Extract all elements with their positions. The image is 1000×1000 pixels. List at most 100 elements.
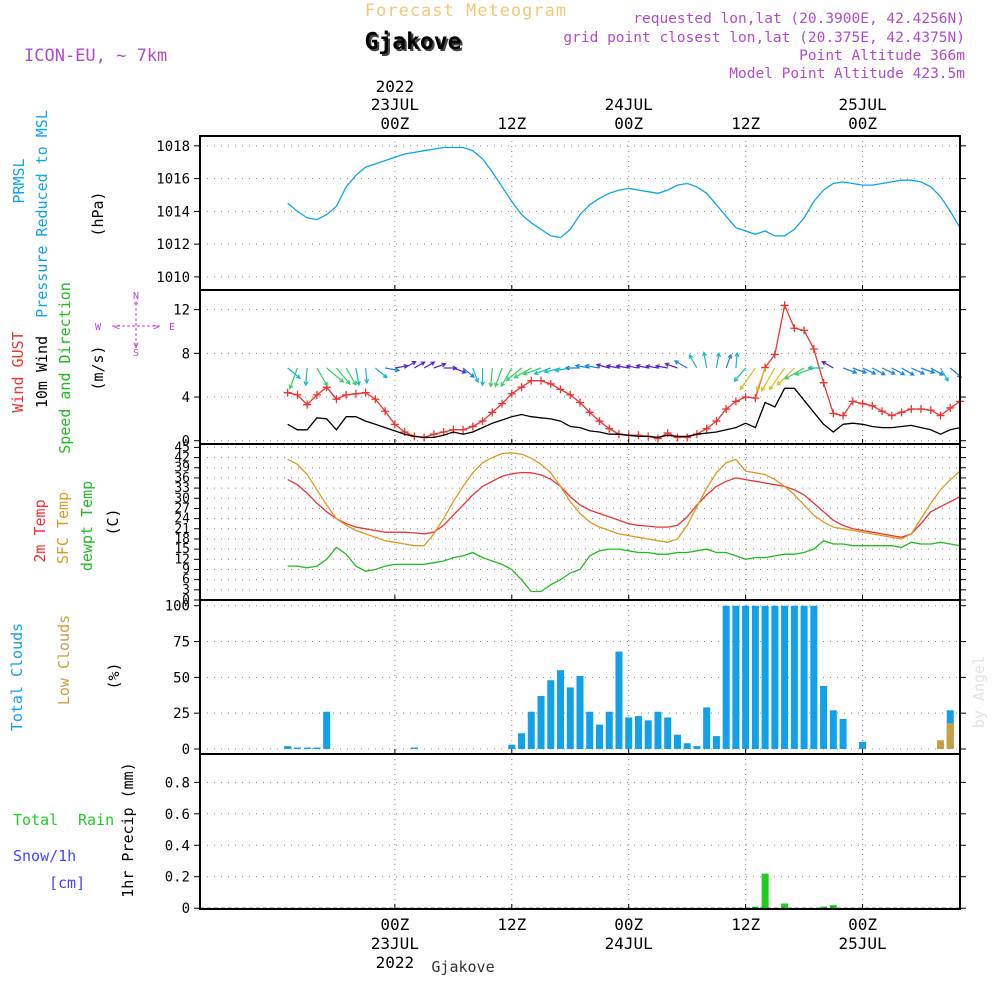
- bar-total-clouds: [284, 746, 292, 749]
- y-tick-label: 1012: [156, 237, 190, 253]
- wind-arrow-icon: [755, 367, 766, 392]
- bar-total-clouds: [781, 605, 789, 749]
- bar-total-clouds: [859, 741, 867, 749]
- gust-marker: [673, 433, 682, 442]
- panel-frame: [199, 443, 961, 601]
- wind-arrow-icon: [287, 367, 301, 380]
- bar-rain: [829, 905, 837, 909]
- gust-marker: [741, 393, 750, 402]
- rain-label: Rain: [78, 811, 114, 829]
- wind-arrow-icon: [385, 367, 401, 373]
- svg-text:>: >: [153, 322, 159, 333]
- wind-arrow-icon: [715, 351, 721, 369]
- y-tick-label: 15: [174, 542, 190, 557]
- gust-marker: [731, 397, 740, 406]
- bar-total-clouds: [810, 605, 818, 749]
- plot-series: [283, 146, 964, 909]
- wind-arrow-icon: [303, 367, 309, 387]
- wind-arrow-icon: [635, 363, 649, 369]
- wind-arrow-icon: [939, 367, 949, 383]
- wind-arrow-icon: [891, 367, 906, 376]
- y-tick-label: 1010: [156, 270, 190, 286]
- wind-arrow-icon: [288, 367, 298, 390]
- bottom-tick-label: 00Z: [848, 915, 877, 934]
- bar-total-clouds: [303, 747, 311, 749]
- y-tick-label: 8: [182, 346, 190, 362]
- wind-arrow-icon: [761, 367, 776, 392]
- wind-arrow-icon: [734, 351, 740, 369]
- gust-marker: [722, 405, 731, 414]
- wind-arrow-icon: [364, 367, 370, 385]
- gust-marker: [527, 376, 536, 385]
- gust-marker: [283, 388, 292, 397]
- gust-marker: [848, 397, 857, 406]
- gust-marker: [800, 326, 809, 335]
- y-tick-label: 0: [182, 593, 190, 608]
- bar-total-clouds: [693, 746, 701, 749]
- bottom-year-label: 2022: [376, 953, 415, 972]
- top-tick-label: 00Z: [848, 114, 877, 133]
- point-altitude: Point Altitude 366m: [799, 48, 965, 64]
- gust-marker: [459, 425, 468, 434]
- wind-arrow-icon: [673, 360, 688, 369]
- wind-arrow-icon: [433, 362, 447, 369]
- bar-rain: [781, 903, 789, 909]
- gust-marker: [293, 390, 302, 399]
- bar-total-clouds: [673, 734, 681, 749]
- wind-arrow-icon: [522, 367, 542, 376]
- bottom-tick-label: 00Z: [380, 915, 409, 934]
- y-tick-label: 42: [174, 451, 190, 466]
- gust-marker: [712, 417, 721, 426]
- requested-lonlat: requested lon,lat (20.3900E, 42.4256N): [633, 11, 965, 27]
- wind-arrow-icon: [615, 364, 629, 369]
- wind-arrow-icon: [776, 367, 795, 386]
- bar-total-clouds: [527, 711, 535, 749]
- bar-total-clouds: [761, 605, 769, 749]
- wind-arrow-icon: [768, 367, 786, 391]
- precip-unit: 1hr Precip (mm): [119, 762, 137, 897]
- dewpt-label: dewpt Temp: [78, 481, 96, 571]
- top-tick-label: 12Z: [731, 114, 760, 133]
- bar-total-clouds: [703, 707, 711, 749]
- wind-arrow-icon: [872, 367, 886, 376]
- bar-total-clouds: [508, 744, 516, 749]
- wind-arrow-icon: [345, 367, 357, 386]
- bar-total-clouds: [576, 675, 584, 749]
- line-sfc-temp: [287, 452, 961, 547]
- y-tick-label: 9: [182, 562, 190, 577]
- bar-total-clouds: [595, 724, 603, 749]
- product-title: Forecast Meteogram: [365, 1, 567, 21]
- gust-marker: [868, 401, 877, 410]
- t2m-label: 2m Temp: [31, 499, 49, 562]
- y-tick-label: 39: [174, 461, 190, 476]
- wind-arrow-icon: [494, 367, 503, 388]
- wind-label: 10m Wind: [33, 336, 51, 408]
- wind-arrow-icon: [654, 364, 668, 369]
- gust-marker: [858, 399, 867, 408]
- gust-marker: [371, 395, 380, 404]
- line-wind-gust: [287, 303, 961, 440]
- svg-text:W: W: [95, 322, 102, 333]
- bar-total-clouds: [537, 695, 545, 749]
- y-tick-label: 1016: [156, 172, 190, 188]
- wind-arrow-icon: [901, 367, 915, 376]
- bar-total-clouds: [625, 717, 633, 749]
- bar-total-clouds: [518, 733, 526, 749]
- bar-total-clouds: [712, 736, 720, 749]
- bar-rain: [761, 873, 769, 909]
- bar-total-clouds: [566, 687, 574, 749]
- bar-total-clouds: [586, 711, 594, 749]
- gust-marker: [517, 383, 526, 392]
- bar-rain: [820, 906, 828, 909]
- gust-marker: [829, 409, 838, 418]
- wind-arrow-icon: [784, 367, 805, 380]
- gust-marker: [312, 390, 321, 399]
- y-tick-label: 18: [174, 532, 190, 547]
- top-day-label: 23JUL: [371, 95, 419, 114]
- bar-total-clouds: [800, 605, 808, 749]
- gust-marker: [576, 398, 584, 407]
- gust-marker: [537, 376, 546, 385]
- gust-marker: [926, 406, 935, 415]
- gust-marker: [780, 301, 789, 310]
- gust-marker: [605, 424, 614, 433]
